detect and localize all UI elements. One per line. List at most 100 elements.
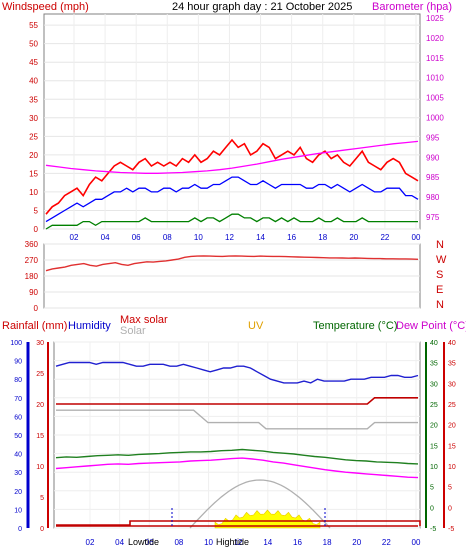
humidity-tick-label: 20	[36, 402, 44, 409]
wind-xtick-label: 18	[318, 233, 327, 242]
compass-label: N	[436, 299, 444, 311]
rain-tick-label: 50	[14, 433, 22, 440]
wind-xtick-label: 16	[287, 233, 296, 242]
wind-avg-line	[45, 176, 419, 223]
temperature-tick-label: -5	[430, 526, 436, 533]
barometer-ytick-label: 1015	[426, 54, 444, 63]
rain-cumulative-line	[56, 520, 421, 526]
max-solar-label: Max solar	[120, 314, 168, 326]
windspeed-axis-title: Windspeed (mph)	[2, 1, 89, 13]
temperature-tick-label: 30	[430, 381, 438, 388]
wind-ytick-label: 30	[29, 114, 38, 123]
wind-xtick-label: 08	[163, 233, 172, 242]
combined-max_solar-line	[56, 396, 418, 405]
rain-tick-label: 60	[14, 414, 22, 421]
rain-tick-label: 100	[10, 340, 22, 347]
direction-ytick-label: 360	[25, 240, 39, 249]
humidity-tick-label: 15	[36, 433, 44, 440]
barometer-ytick-label: 975	[426, 213, 440, 222]
humidity-tick-label: 0	[40, 526, 44, 533]
barometer-axis-title: Barometer (hpa)	[372, 1, 452, 13]
wind-ytick-label: 0	[34, 225, 39, 234]
temperature-tick-label: 5	[430, 485, 434, 492]
wind-gust-line	[45, 138, 419, 215]
barometer-ytick-label: 1000	[426, 114, 444, 123]
combined-solar-line	[56, 409, 418, 430]
combined-xtick-label: 12	[234, 538, 243, 547]
direction-ytick-label: 270	[25, 256, 39, 265]
barometer-ytick-label: 1020	[426, 34, 444, 43]
wind-xtick-label: 12	[225, 233, 234, 242]
wind-xtick-label: 22	[380, 233, 389, 242]
combined-xtick-label: 20	[352, 538, 361, 547]
dewpoint-tick-label: -5	[448, 526, 454, 533]
temperature-tick-label: 15	[430, 443, 438, 450]
direction-ytick-label: 0	[34, 304, 39, 313]
dewpoint-tick-label: 20	[448, 423, 456, 430]
rain-tick-label: 90	[14, 359, 22, 366]
dewpoint-tick-label: 5	[448, 485, 452, 492]
direction-ytick-label: 90	[29, 288, 38, 297]
wind-ytick-label: 45	[29, 58, 38, 67]
wind-ytick-label: 50	[29, 40, 38, 49]
wind-xtick-label: 14	[256, 233, 265, 242]
rain-tick-label: 20	[14, 489, 22, 496]
barometer-ytick-label: 980	[426, 193, 440, 202]
compass-label: S	[436, 269, 443, 281]
uv-label: UV	[248, 320, 264, 332]
rain-tick-label: 80	[14, 377, 22, 384]
solar-label: Solar	[120, 325, 146, 337]
barometer-ytick-label: 1010	[426, 74, 444, 83]
combined-xtick-label: 16	[293, 538, 302, 547]
chart-title: 24 hour graph day : 21 October 2025	[172, 1, 352, 13]
barometer-ytick-label: 985	[426, 173, 440, 182]
humidity-tick-label: 10	[36, 464, 44, 471]
high-tide-label: Hightide	[216, 537, 249, 547]
wind-xtick-label: 00	[412, 233, 421, 242]
temperature-axis-title: Temperature (°C)	[313, 320, 397, 332]
wind-xtick-label: 02	[70, 233, 79, 242]
combined-xtick-label: 14	[263, 538, 272, 547]
barometer-ytick-label: 995	[426, 133, 440, 142]
wind-ytick-label: 10	[29, 188, 38, 197]
humidity-tick-label: 5	[40, 495, 44, 502]
combined-xtick-label: 00	[412, 538, 421, 547]
barometer-ytick-label: 1025	[426, 14, 444, 23]
rain-tick-label: 70	[14, 396, 22, 403]
temperature-tick-label: 10	[430, 464, 438, 471]
humidity-tick-label: 30	[36, 340, 44, 347]
solar-arc-line	[189, 479, 331, 529]
combined-xtick-label: 22	[382, 538, 391, 547]
wind-ytick-label: 20	[29, 151, 38, 160]
combined-xtick-label: 18	[323, 538, 332, 547]
temperature-tick-label: 25	[430, 402, 438, 409]
rain-tick-label: 40	[14, 452, 22, 459]
temperature-tick-label: 0	[430, 505, 434, 512]
humidity-axis-title: Humidity	[68, 320, 111, 332]
wind-xtick-label: 06	[132, 233, 141, 242]
dewpoint-tick-label: 35	[448, 361, 456, 368]
low-tide-label: Lowtide	[128, 537, 159, 547]
dewpoint-tick-label: 25	[448, 402, 456, 409]
direction-line	[45, 255, 419, 272]
dewpoint-tick-label: 40	[448, 340, 456, 347]
barometer-ytick-label: 1005	[426, 94, 444, 103]
rain-tick-label: 30	[14, 470, 22, 477]
barometer-ytick-label: 990	[426, 153, 440, 162]
wind-ytick-label: 25	[29, 132, 38, 141]
combined-xtick-label: 02	[86, 538, 95, 547]
rain-tick-label: 0	[18, 526, 22, 533]
wind-xtick-label: 10	[194, 233, 203, 242]
compass-label: N	[436, 239, 444, 251]
wind-barometer-line	[45, 140, 419, 174]
wind-ytick-label: 40	[29, 77, 38, 86]
rain-tick-label: 10	[14, 507, 22, 514]
temperature-tick-label: 35	[430, 361, 438, 368]
dewpoint-tick-label: 15	[448, 443, 456, 450]
combined-xtick-label: 06	[145, 538, 154, 547]
wind-low-line	[45, 213, 418, 230]
compass-label: W	[436, 254, 447, 266]
